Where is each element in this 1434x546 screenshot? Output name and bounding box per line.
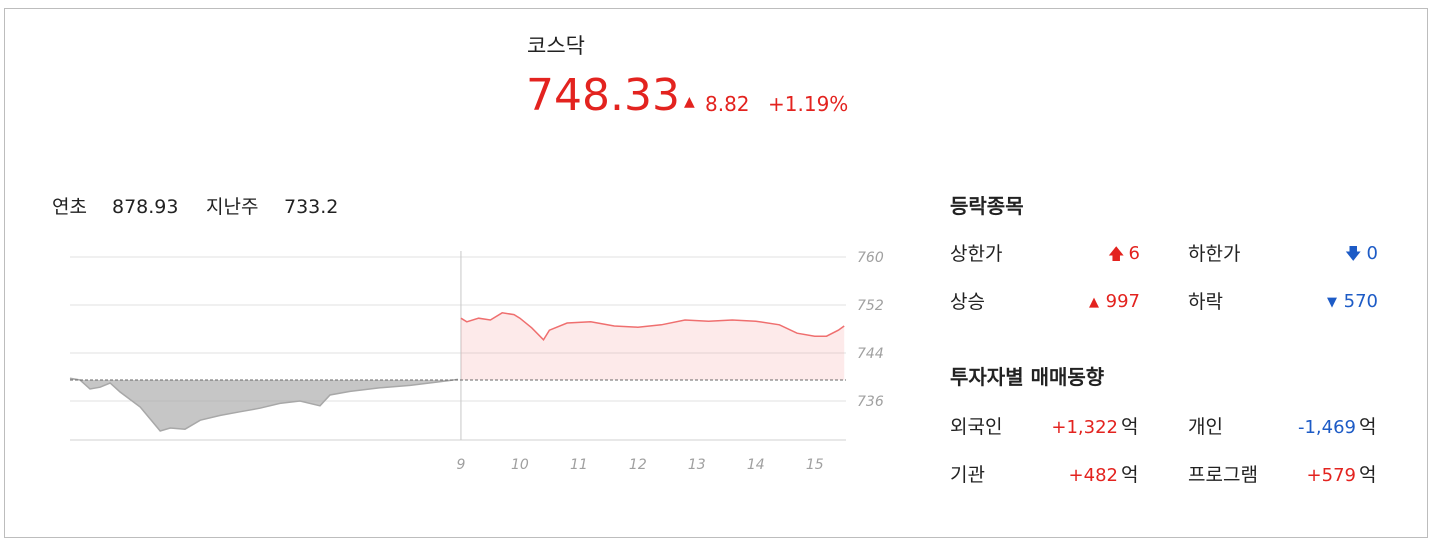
unit: 억 (1359, 464, 1377, 486)
breadth-label: 상한가 (950, 243, 1003, 265)
investor-label: 프로그램 (1188, 464, 1258, 486)
unit: 억 (1121, 416, 1139, 438)
investor-value: -1,469 (1297, 417, 1356, 438)
breadth-value: 997 (1105, 291, 1140, 312)
area (70, 378, 458, 431)
breadth-value: 6 (1128, 243, 1140, 264)
line (460, 312, 845, 342)
breadth-value: 570 (1343, 291, 1378, 312)
breadth-label: 상승 (950, 291, 985, 313)
summary-value: 878.93 (112, 196, 179, 218)
x-tick-label: 13 (688, 457, 706, 473)
y-tick-label: 744 (857, 346, 884, 362)
y-tick-label: 752 (857, 298, 884, 314)
x-tick-label: 10 (511, 457, 529, 473)
x-tick-label: 14 (747, 457, 765, 473)
down-icon: ▼ (1327, 295, 1337, 310)
up-icon: ▲ (1089, 295, 1099, 310)
area (460, 312, 845, 380)
y-tick-label: 760 (857, 250, 884, 266)
section-title: 투자자별 매매동향 (950, 365, 1105, 389)
summary-label: 지난주 (206, 196, 259, 218)
x-tick-label: 11 (570, 457, 588, 473)
breadth-label: 하한가 (1188, 243, 1241, 265)
limit-up-icon: 🡅 (1108, 244, 1125, 263)
index-title: 코스닥 (527, 34, 585, 58)
limit-down-icon: 🡇 (1345, 244, 1362, 263)
line (69, 377, 459, 432)
investor-value: +579 (1306, 465, 1356, 486)
investor-value: +482 (1068, 465, 1118, 486)
breadth-label: 하락 (1188, 291, 1223, 313)
up-icon: ▲ (684, 94, 695, 110)
widget-frame (4, 8, 1428, 538)
index-change-pct: +1.19% (768, 92, 849, 116)
investor-label: 기관 (950, 464, 985, 486)
y-tick-label: 736 (857, 394, 884, 410)
section-title: 등락종목 (950, 194, 1024, 218)
index-change: 8.82 (705, 92, 750, 116)
x-tick-label: 12 (629, 457, 647, 473)
investor-label: 외국인 (950, 416, 1003, 438)
unit: 억 (1121, 464, 1139, 486)
unit: 억 (1359, 416, 1377, 438)
summary-value: 733.2 (284, 196, 339, 218)
index-price: 748.33 (526, 70, 680, 121)
x-tick-label: 9 (456, 457, 465, 473)
summary-label: 연초 (52, 196, 87, 218)
x-tick-label: 15 (806, 457, 824, 473)
investor-value: +1,322 (1051, 417, 1118, 438)
investor-label: 개인 (1188, 416, 1223, 438)
breadth-value: 0 (1366, 243, 1378, 264)
